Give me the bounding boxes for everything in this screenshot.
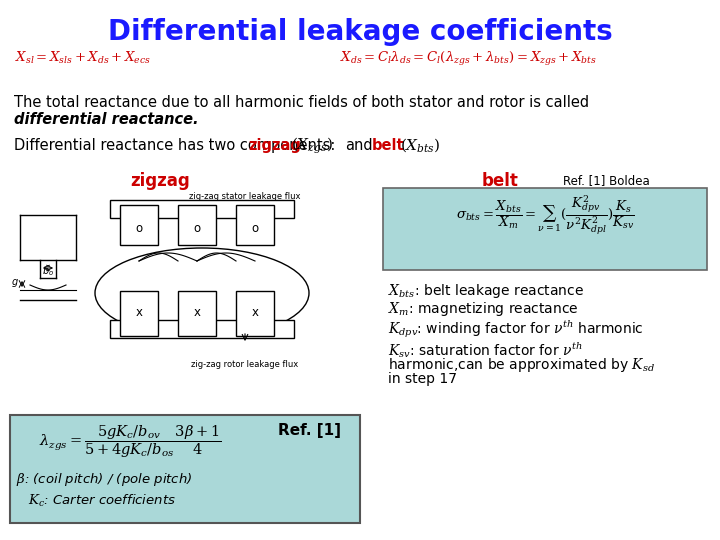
- Bar: [236, 291, 274, 336]
- Bar: [10, 415, 360, 523]
- Text: Differential leakage coefficients: Differential leakage coefficients: [107, 18, 613, 46]
- Text: belt: belt: [482, 172, 518, 190]
- Text: zigzag: zigzag: [248, 138, 301, 153]
- Text: zigzag: zigzag: [130, 172, 190, 190]
- Text: in step 17: in step 17: [388, 372, 457, 386]
- Text: $K_c$: Carter coefficients: $K_c$: Carter coefficients: [28, 493, 176, 509]
- Text: zig-zag stator leakage flux: zig-zag stator leakage flux: [189, 192, 301, 201]
- Text: Differential reactance has two components:: Differential reactance has two component…: [14, 138, 340, 153]
- Text: x: x: [135, 307, 143, 320]
- Bar: [120, 205, 158, 245]
- Text: $K_{dpv}$: winding factor for $\nu^{th}$ harmonic: $K_{dpv}$: winding factor for $\nu^{th}$…: [388, 318, 644, 340]
- Text: o: o: [251, 221, 258, 234]
- Text: zig-zag rotor leakage flux: zig-zag rotor leakage flux: [192, 360, 299, 369]
- Text: x: x: [194, 307, 200, 320]
- Text: belt: belt: [372, 138, 405, 153]
- Text: $X_m$: magnetizing reactance: $X_m$: magnetizing reactance: [388, 300, 579, 318]
- Text: $(X_{zgs})$: $(X_{zgs})$: [291, 136, 333, 156]
- Text: Ref. [1]: Ref. [1]: [278, 423, 341, 438]
- Text: $\lambda_{zgs} = \dfrac{5gK_c/b_{ov}}{5+4gK_c/b_{os}}\dfrac{3\beta+1}{4}$: $\lambda_{zgs} = \dfrac{5gK_c/b_{ov}}{5+…: [39, 423, 221, 460]
- Text: harmonic,can be approximated by $K_{sd}$: harmonic,can be approximated by $K_{sd}$: [388, 356, 655, 374]
- Text: $X_{ds} = C_l\lambda_{ds} = C_l(\lambda_{zgs} + \lambda_{bts}) = X_{zgs} + X_{bt: $X_{ds} = C_l\lambda_{ds} = C_l(\lambda_…: [340, 50, 597, 68]
- Bar: [178, 291, 216, 336]
- Text: $g$: $g$: [11, 277, 19, 289]
- Text: o: o: [135, 221, 143, 234]
- Bar: [178, 205, 216, 245]
- Bar: [236, 205, 274, 245]
- Text: $b_o$: $b_o$: [42, 264, 54, 278]
- Text: The total reactance due to all harmonic fields of both stator and rotor is calle: The total reactance due to all harmonic …: [14, 95, 589, 110]
- Text: Ref. [1] Boldea: Ref. [1] Boldea: [563, 174, 649, 187]
- Text: $X_{bts}$: belt leakage reactance: $X_{bts}$: belt leakage reactance: [388, 282, 584, 300]
- Bar: [110, 200, 294, 218]
- FancyBboxPatch shape: [383, 188, 707, 270]
- Text: x: x: [251, 307, 258, 320]
- Text: o: o: [194, 221, 201, 234]
- Text: differential reactance.: differential reactance.: [14, 112, 199, 127]
- Text: $\beta$: (coil pitch) / (pole pitch): $\beta$: (coil pitch) / (pole pitch): [16, 471, 192, 488]
- Text: $( X_{bts} )$: $( X_{bts} )$: [400, 136, 441, 154]
- Text: $K_{sv}$: saturation factor for $\nu^{th}$: $K_{sv}$: saturation factor for $\nu^{th…: [388, 340, 582, 360]
- Text: and: and: [345, 138, 373, 153]
- Text: $\sigma_{bts} = \dfrac{X_{bts}}{X_m} = \sum_{\nu=1}(\dfrac{K_{dpv}^{2}}{\nu^2 K_: $\sigma_{bts} = \dfrac{X_{bts}}{X_m} = \…: [456, 194, 634, 238]
- Bar: [110, 320, 294, 338]
- Bar: [120, 291, 158, 336]
- Text: $X_{sl} = X_{sls} + X_{ds} + X_{ecs}$: $X_{sl} = X_{sls} + X_{ds} + X_{ecs}$: [15, 50, 151, 66]
